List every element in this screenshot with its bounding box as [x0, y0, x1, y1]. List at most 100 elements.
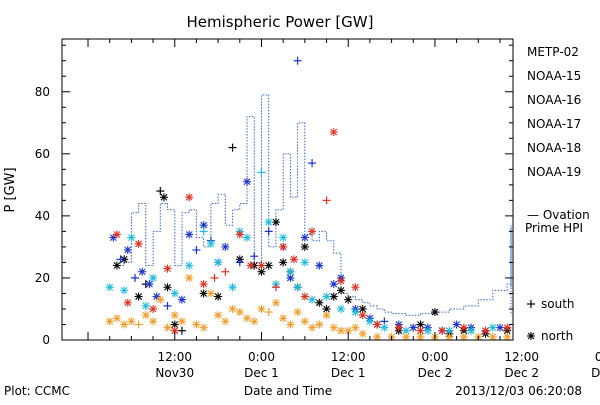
star-marker-d2 — [200, 324, 208, 331]
star-marker-d2 — [373, 321, 381, 328]
x-tick-label-time: 12:00 — [331, 350, 366, 364]
series-noaa-19 — [112, 128, 512, 335]
x-tick-label-time: 0:00 — [421, 350, 448, 364]
data-point — [141, 311, 150, 320]
x-tick-label-time: 0:00 — [595, 350, 600, 364]
star-marker-d2 — [127, 317, 135, 325]
star-marker-d2 — [352, 283, 359, 291]
star-marker-d2 — [236, 231, 244, 238]
data-point — [315, 320, 324, 329]
star-marker-d2 — [424, 327, 432, 335]
data-point — [290, 255, 299, 264]
star-marker-d2 — [127, 234, 135, 241]
star-marker-d2 — [250, 317, 258, 325]
star-marker-d2 — [438, 327, 446, 335]
data-point — [286, 267, 295, 276]
star-marker-d2 — [243, 178, 251, 186]
data-point — [300, 292, 309, 301]
data-point — [300, 233, 309, 242]
data-point — [300, 317, 309, 326]
star-marker-d2 — [301, 259, 309, 266]
star-marker-d2 — [149, 317, 157, 325]
star-marker-d2 — [301, 293, 309, 300]
data-point — [199, 323, 208, 332]
data-point — [329, 323, 338, 332]
star-marker-d2 — [243, 314, 251, 322]
data-point — [467, 326, 476, 335]
data-point — [134, 320, 143, 329]
star-marker-d2 — [247, 262, 255, 269]
star-marker-d2 — [315, 299, 323, 307]
data-point — [271, 218, 280, 227]
star-marker-d2 — [294, 308, 302, 316]
star-marker-d2 — [344, 296, 352, 304]
data-point — [300, 258, 309, 267]
star-marker-d2 — [467, 327, 475, 335]
data-point — [423, 326, 432, 335]
star-marker-d2 — [142, 311, 150, 319]
star-marker-d2 — [153, 293, 161, 300]
data-point — [495, 323, 504, 332]
star-marker-d2 — [171, 290, 179, 297]
data-point — [149, 317, 158, 326]
data-point — [149, 304, 158, 313]
data-point — [329, 280, 338, 289]
star-marker-d2 — [193, 321, 200, 328]
timestamp: 2013/12/03 06:20:08 — [455, 384, 582, 398]
data-point — [177, 295, 186, 304]
star-marker-d2 — [323, 311, 330, 319]
star-marker-d2 — [138, 268, 146, 276]
data-point — [308, 159, 317, 168]
data-point — [380, 323, 389, 332]
star-marker-d2 — [258, 268, 265, 276]
star-marker-d2 — [279, 234, 287, 241]
data-point — [141, 301, 150, 310]
data-point — [300, 242, 309, 251]
star-marker-d2 — [315, 262, 323, 269]
data-point — [402, 326, 411, 335]
star-marker-d2 — [171, 327, 179, 335]
chart-title: Hemispheric Power [GW] — [187, 13, 374, 31]
data-point — [170, 320, 179, 329]
star-marker-d2 — [460, 333, 468, 341]
data-point — [170, 326, 179, 335]
star-marker-d2 — [156, 296, 164, 304]
plot-credit: Plot: CCMC — [4, 384, 70, 398]
x-tick-label-date: Dec 1 — [331, 366, 366, 380]
marker-legend-south: south — [527, 297, 575, 311]
ovation-line — [113, 94, 512, 316]
data-point — [163, 283, 172, 292]
star-marker-d2 — [258, 262, 265, 269]
y-axis-ticks: 0 20 40 60 80 — [35, 44, 513, 347]
star-marker-d2 — [503, 333, 511, 341]
data-point — [221, 267, 230, 276]
data-point — [336, 326, 345, 335]
x-tick-label-date: Dec 2 — [504, 366, 539, 380]
ovation-series — [113, 94, 512, 316]
data-point — [264, 227, 273, 236]
star-marker-d2 — [279, 314, 287, 322]
star-marker-d2 — [359, 311, 367, 319]
star-marker-d2 — [294, 283, 302, 291]
data-point — [279, 242, 288, 251]
star-marker-d2 — [287, 321, 294, 328]
data-point — [286, 320, 295, 329]
ovation-legend-line2: Prime HPI — [525, 221, 583, 235]
marker-legend-label: south — [541, 297, 575, 311]
data-point — [246, 261, 255, 270]
star-marker-d2 — [120, 286, 128, 294]
star-marker-d2 — [417, 321, 424, 328]
marker-legend: south north — [527, 297, 575, 343]
data-point — [192, 246, 201, 255]
star-marker-d2 — [352, 308, 359, 316]
star-marker-d2 — [185, 231, 193, 238]
star-marker-d2 — [279, 243, 287, 251]
data-point — [315, 298, 324, 307]
star-marker-d2 — [164, 324, 171, 331]
data-point — [264, 261, 273, 270]
star-marker-d2 — [431, 308, 439, 316]
data-point — [138, 267, 147, 276]
data-point — [322, 304, 331, 313]
data-point — [243, 233, 252, 242]
data-point — [344, 295, 353, 304]
